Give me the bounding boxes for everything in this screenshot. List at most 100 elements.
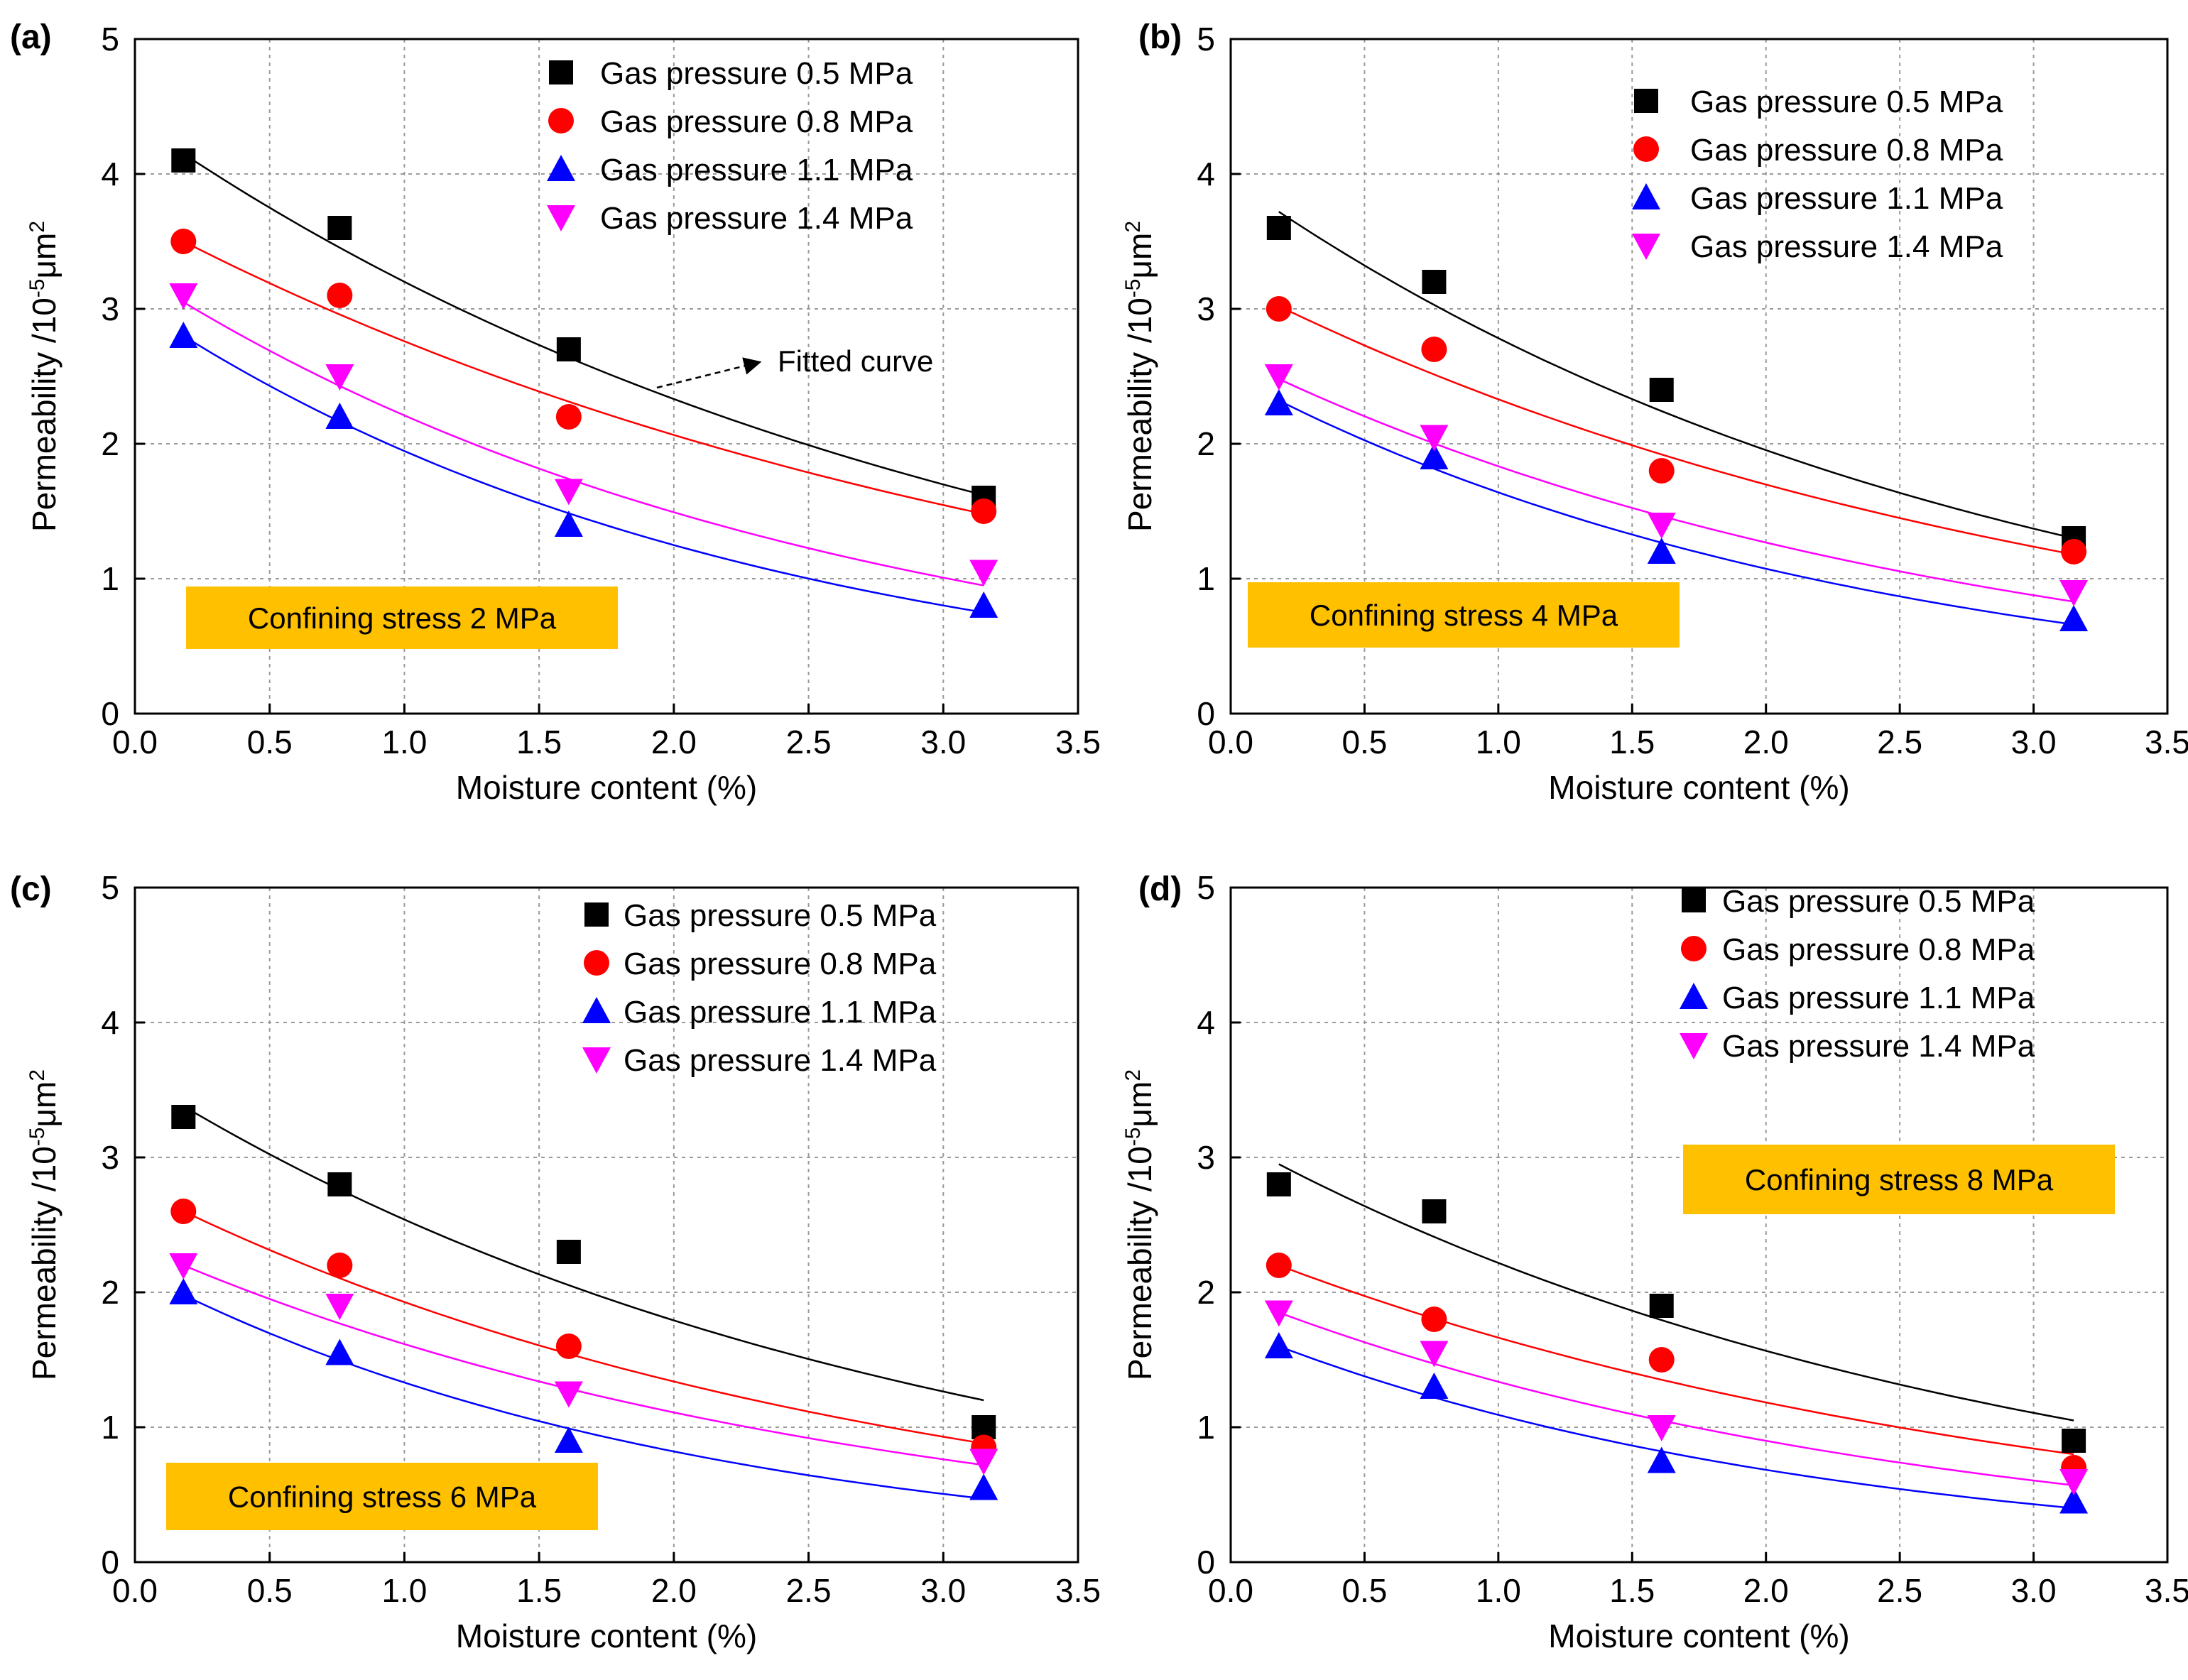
panel-label: (b) — [1138, 18, 1182, 56]
data-point — [1647, 513, 1676, 539]
x-tick-label: 3.0 — [920, 1572, 966, 1609]
data-point — [554, 479, 583, 506]
data-point — [2059, 1469, 2089, 1495]
x-tick-label: 2.0 — [651, 724, 697, 760]
fitted-curve — [1278, 1264, 2074, 1456]
data-point — [1420, 1373, 1449, 1399]
legend-marker — [1680, 1033, 1708, 1059]
data-point — [1647, 1415, 1676, 1441]
x-tick-label: 1.0 — [381, 724, 427, 760]
x-tick-label: 3.5 — [2145, 1572, 2188, 1609]
legend-marker — [547, 155, 575, 181]
data-point — [969, 591, 998, 618]
confining-stress-label: Confining stress 6 MPa — [166, 1463, 598, 1530]
legend: Gas pressure 0.5 MPa Gas pressure 0.8 MPa… — [1680, 884, 2035, 1064]
fitted-curve — [183, 1105, 984, 1402]
x-tick-label: 2.0 — [1743, 1572, 1789, 1609]
data-point — [327, 283, 353, 308]
annotation-arrow — [656, 357, 762, 389]
legend-entry: Gas pressure 0.8 MPa — [1690, 133, 2003, 168]
x-tick-label: 1.5 — [1609, 724, 1655, 760]
legend-marker — [582, 1047, 611, 1074]
data-point — [1420, 1341, 1449, 1368]
confining-stress-label: Confining stress 2 MPa — [186, 587, 618, 649]
plot-frame — [1229, 886, 2169, 1564]
confining-stress-text: Confining stress 8 MPa — [1745, 1163, 2054, 1196]
legend-marker — [548, 108, 574, 133]
y-tick-label: 3 — [101, 1139, 119, 1176]
legend-marker — [1632, 234, 1660, 260]
legend-entry: Gas pressure 0.5 MPa — [600, 56, 913, 91]
legend-marker — [1633, 136, 1659, 162]
data-point — [170, 1199, 197, 1224]
legend-marker — [582, 997, 611, 1023]
data-point — [969, 1473, 998, 1500]
data-point — [1420, 425, 1449, 452]
data-point — [325, 364, 354, 391]
legend-marker — [1632, 183, 1660, 209]
y-tick-label: 4 — [1197, 156, 1215, 192]
y-tick-label: 2 — [101, 1274, 119, 1311]
legend-entry: Gas pressure 0.8 MPa — [1722, 932, 2035, 967]
legend-entry: Gas pressure 0.8 MPa — [600, 104, 913, 139]
chart-panel-c: 0.0 0.5 1.0 1.5 2.0 2.5 3.0 3.5 0 1 2 3 4 5 Moisture c… — [10, 869, 1101, 1654]
y-tick-label: 0 — [1197, 1544, 1215, 1581]
x-tick-label: 1.5 — [516, 1572, 562, 1609]
y-tick-label: 1 — [101, 1409, 119, 1446]
confining-stress-text: Confining stress 4 MPa — [1310, 599, 1618, 632]
data-point — [325, 403, 354, 429]
data-point — [325, 1294, 354, 1320]
x-tick-label: 0.0 — [112, 1572, 158, 1609]
x-tick-label: 0.5 — [1341, 724, 1387, 760]
x-tick-label: 0.5 — [247, 724, 293, 760]
legend-entry: Gas pressure 0.5 MPa — [1690, 84, 2003, 119]
legend-entry: Gas pressure 1.1 MPa — [1722, 981, 2035, 1015]
x-tick-label: 3.0 — [920, 724, 966, 760]
data-point — [169, 1278, 198, 1304]
legend-entry: Gas pressure 1.1 MPa — [600, 153, 913, 187]
data-point — [2062, 1429, 2086, 1453]
legend-marker — [1680, 983, 1708, 1009]
y-tick-label: 2 — [101, 425, 119, 462]
data-point — [1647, 1446, 1676, 1473]
x-tick-label: 3.0 — [2011, 1572, 2057, 1609]
data-point — [169, 322, 198, 348]
y-axis-label: Permeability /10-5μm2 — [26, 221, 62, 532]
x-axis-label: Moisture content (%) — [1548, 769, 1849, 806]
y-tick-label: 0 — [101, 1544, 119, 1581]
legend-entry: Gas pressure 1.4 MPa — [1722, 1029, 2035, 1064]
y-tick-label: 5 — [101, 21, 119, 58]
plot-frame — [134, 38, 1079, 715]
data-point — [1266, 1172, 1291, 1196]
data-point — [971, 498, 997, 524]
data-point — [1264, 1332, 1293, 1358]
data-point — [554, 1381, 583, 1408]
fitted-curve — [183, 153, 984, 496]
fitted-curve — [1278, 1345, 2074, 1510]
data-point — [1422, 270, 1447, 294]
x-tick-label: 2.0 — [651, 1572, 697, 1609]
data-point — [555, 1333, 582, 1359]
data-point — [555, 404, 582, 430]
x-tick-label: 2.5 — [1877, 724, 1922, 760]
y-tick-label: 4 — [101, 156, 119, 192]
legend: Gas pressure 0.5 MPa Gas pressure 0.8 MPa… — [582, 898, 937, 1078]
legend-marker — [584, 950, 609, 976]
y-tick-label: 3 — [1197, 1139, 1215, 1176]
y-tick-label: 4 — [101, 1004, 119, 1041]
x-tick-label: 1.0 — [1476, 1572, 1521, 1609]
fitted-curve — [183, 1264, 984, 1466]
fitted-curve — [183, 240, 984, 516]
y-tick-label: 4 — [1197, 1004, 1215, 1041]
data-point — [170, 229, 197, 254]
y-tick-label: 3 — [1197, 290, 1215, 327]
data-point — [1648, 1347, 1675, 1373]
data-point — [327, 1253, 353, 1278]
data-point — [1264, 389, 1293, 415]
x-tick-label: 1.5 — [516, 724, 562, 760]
x-tick-label: 3.0 — [2011, 724, 2057, 760]
data-point — [1266, 296, 1292, 322]
confining-stress-label: Confining stress 8 MPa — [1683, 1145, 2115, 1214]
x-tick-label: 3.5 — [1055, 1572, 1101, 1609]
